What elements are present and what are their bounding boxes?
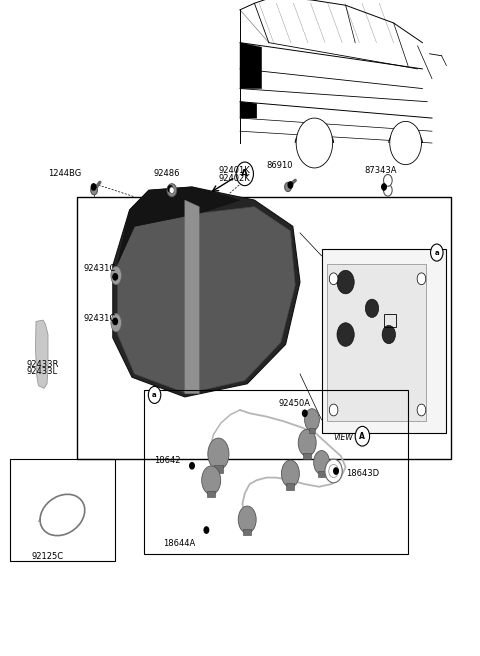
Text: 92433R: 92433R bbox=[26, 359, 59, 369]
Polygon shape bbox=[36, 320, 48, 388]
Circle shape bbox=[329, 464, 338, 478]
Text: 92125C: 92125C bbox=[31, 552, 63, 561]
FancyBboxPatch shape bbox=[327, 264, 426, 421]
Circle shape bbox=[190, 462, 194, 469]
Circle shape bbox=[302, 410, 307, 417]
Circle shape bbox=[384, 184, 392, 196]
Text: A: A bbox=[241, 169, 248, 178]
Circle shape bbox=[113, 274, 118, 280]
Ellipse shape bbox=[111, 266, 121, 285]
Circle shape bbox=[417, 273, 426, 285]
Circle shape bbox=[390, 121, 421, 165]
Text: a: a bbox=[152, 392, 157, 398]
Text: 92450A: 92450A bbox=[278, 399, 311, 408]
Polygon shape bbox=[185, 200, 199, 394]
Text: 92431C: 92431C bbox=[84, 314, 116, 323]
Bar bbox=[214, 466, 223, 473]
Circle shape bbox=[167, 184, 177, 197]
Polygon shape bbox=[118, 207, 295, 394]
Text: 86910: 86910 bbox=[266, 161, 293, 170]
Text: VIEW: VIEW bbox=[334, 433, 353, 442]
Bar bbox=[303, 453, 311, 459]
Circle shape bbox=[91, 184, 96, 190]
Ellipse shape bbox=[314, 451, 330, 474]
Polygon shape bbox=[240, 43, 262, 89]
Circle shape bbox=[168, 186, 173, 192]
Ellipse shape bbox=[298, 429, 316, 457]
Circle shape bbox=[431, 244, 443, 261]
Polygon shape bbox=[113, 187, 300, 397]
Circle shape bbox=[204, 527, 209, 533]
Circle shape bbox=[288, 182, 293, 188]
Text: 1244BG: 1244BG bbox=[48, 169, 81, 178]
Circle shape bbox=[417, 404, 426, 416]
Ellipse shape bbox=[281, 460, 300, 487]
Bar bbox=[207, 491, 216, 497]
Text: 92402K: 92402K bbox=[218, 174, 250, 183]
Text: 18644A: 18644A bbox=[163, 539, 195, 548]
Circle shape bbox=[296, 118, 333, 168]
Circle shape bbox=[113, 318, 118, 325]
FancyBboxPatch shape bbox=[322, 249, 446, 433]
Ellipse shape bbox=[40, 495, 85, 535]
Text: 18642: 18642 bbox=[154, 456, 180, 465]
Text: 92486: 92486 bbox=[154, 169, 180, 178]
Circle shape bbox=[382, 184, 386, 190]
Bar bbox=[318, 471, 325, 476]
Bar bbox=[243, 529, 251, 535]
Circle shape bbox=[169, 187, 174, 194]
Circle shape bbox=[329, 404, 338, 416]
Text: 18643D: 18643D bbox=[346, 469, 379, 478]
Circle shape bbox=[236, 162, 253, 186]
Text: 87343A: 87343A bbox=[365, 166, 397, 175]
Text: 92401K: 92401K bbox=[218, 166, 250, 175]
Circle shape bbox=[365, 299, 379, 318]
Circle shape bbox=[329, 273, 338, 285]
Circle shape bbox=[337, 323, 354, 346]
Circle shape bbox=[355, 426, 370, 446]
Text: 92431C: 92431C bbox=[84, 264, 116, 274]
Circle shape bbox=[337, 270, 354, 294]
Polygon shape bbox=[240, 102, 257, 118]
Ellipse shape bbox=[208, 438, 229, 470]
Circle shape bbox=[384, 174, 392, 186]
Ellipse shape bbox=[202, 466, 221, 495]
Bar bbox=[287, 483, 294, 489]
Text: 92433L: 92433L bbox=[26, 367, 58, 377]
Bar bbox=[309, 428, 315, 433]
Circle shape bbox=[325, 459, 342, 483]
Text: A: A bbox=[360, 432, 365, 441]
Circle shape bbox=[91, 186, 97, 195]
Ellipse shape bbox=[238, 506, 256, 533]
Text: a: a bbox=[434, 249, 439, 256]
Circle shape bbox=[285, 182, 291, 192]
Circle shape bbox=[334, 468, 338, 474]
Polygon shape bbox=[118, 187, 240, 264]
Circle shape bbox=[382, 325, 396, 344]
Ellipse shape bbox=[111, 314, 121, 332]
Ellipse shape bbox=[305, 409, 319, 431]
Circle shape bbox=[148, 386, 161, 403]
